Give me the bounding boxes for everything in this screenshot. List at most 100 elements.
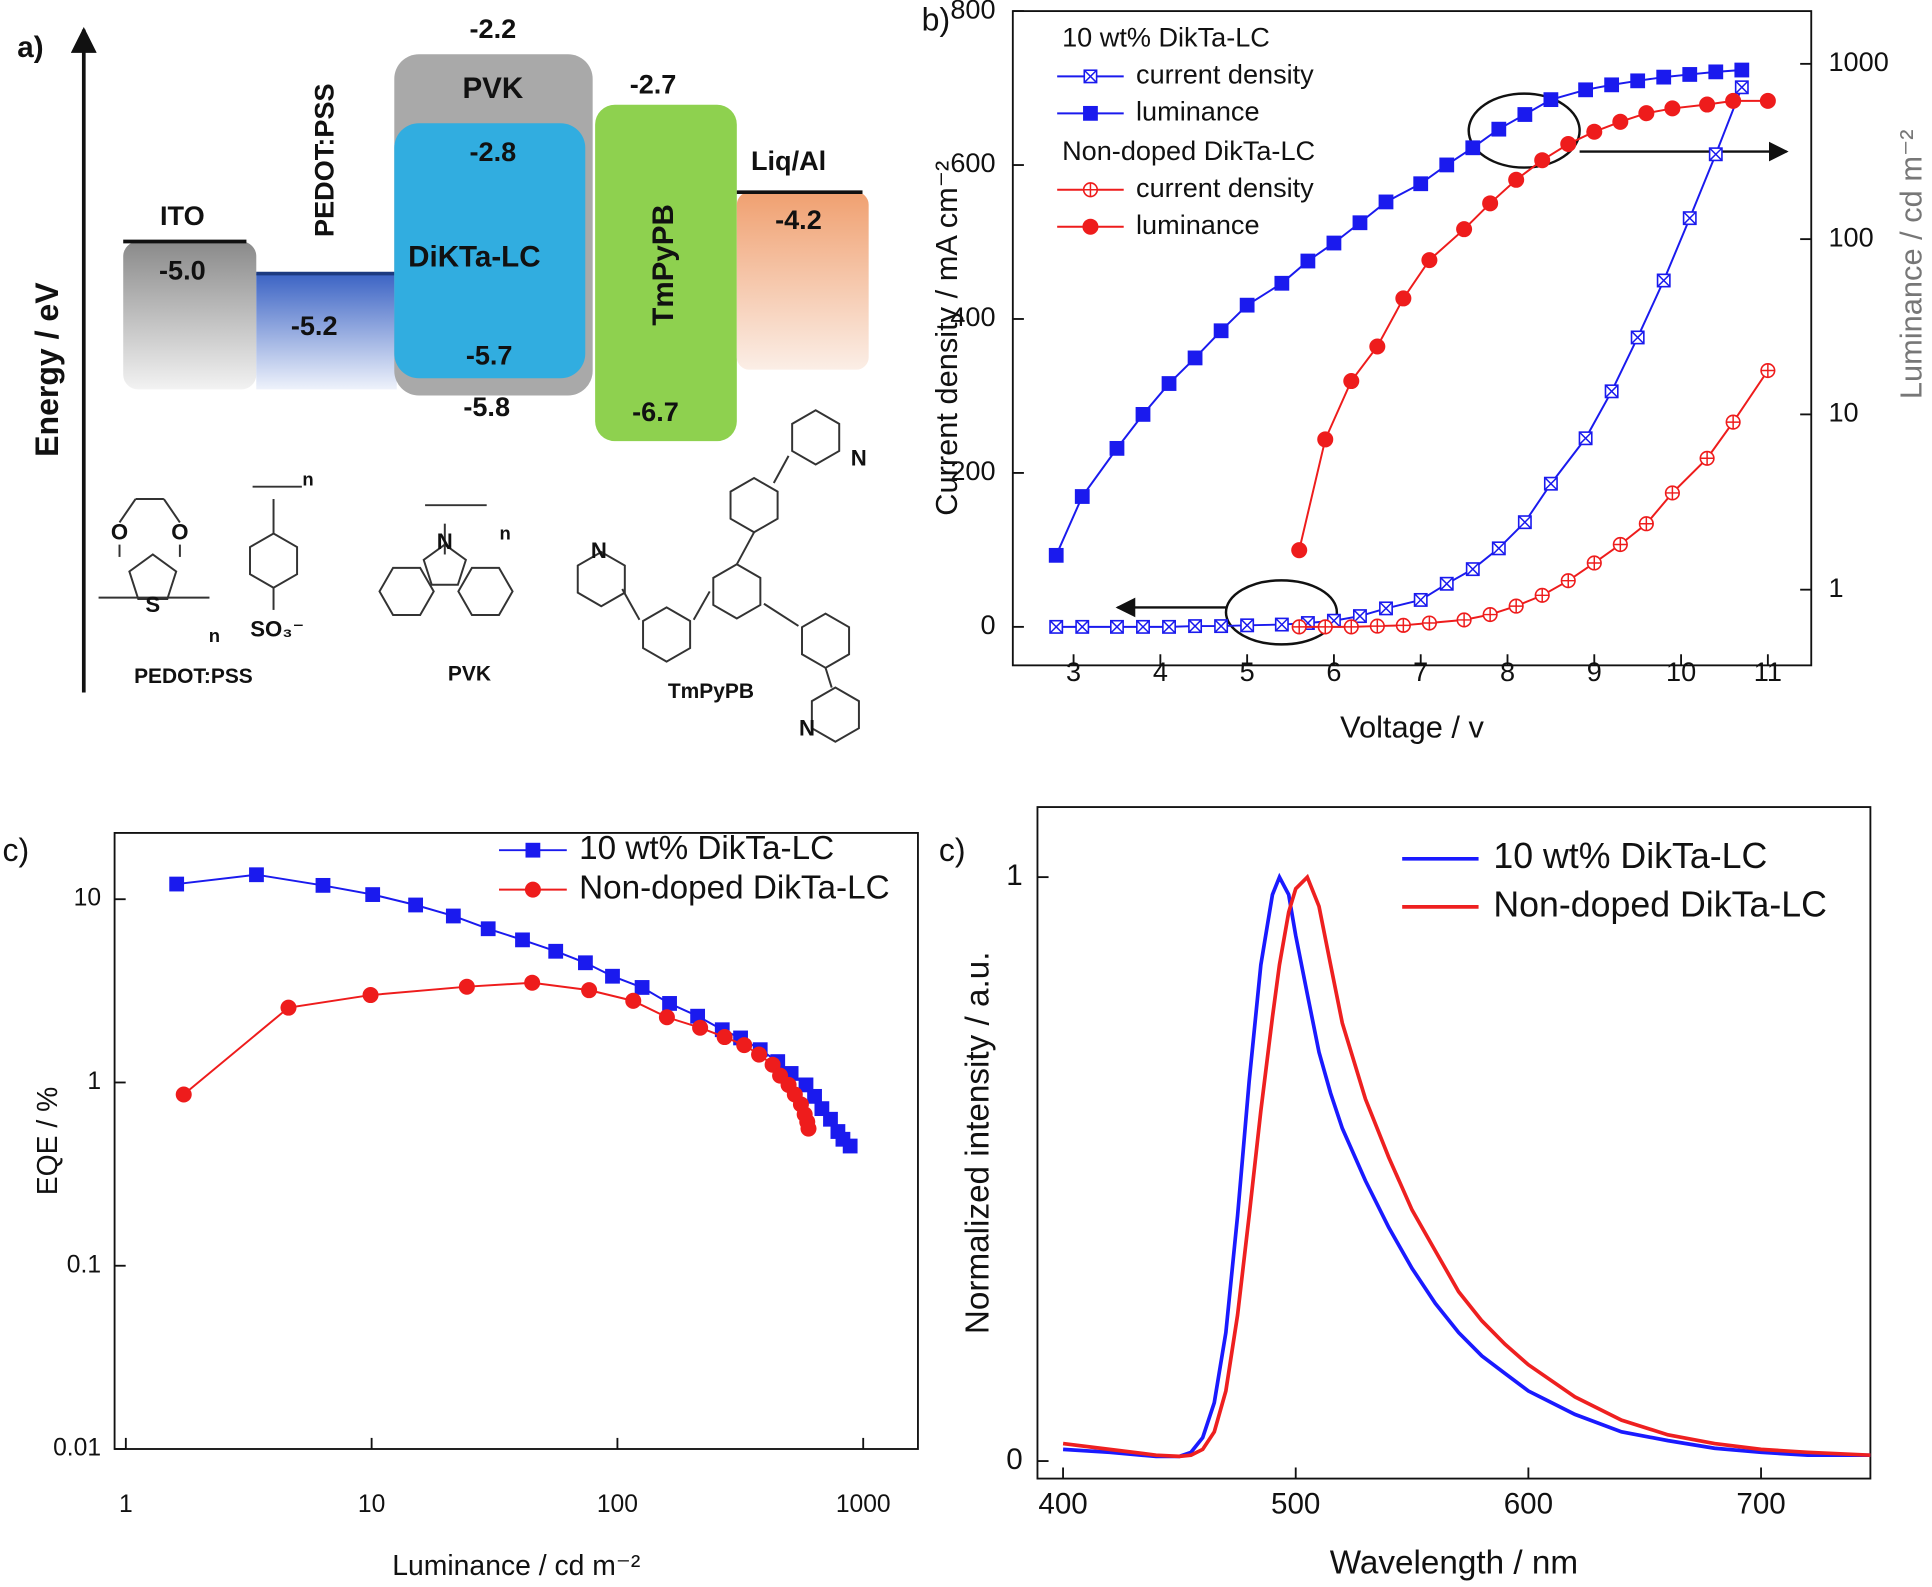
marker-part [1110,620,1124,634]
marker [1075,619,1090,634]
marker [458,978,475,995]
marker-part [1396,618,1411,633]
marker [1369,618,1385,634]
y2-axis-title: Luminance / cd m⁻² [1894,130,1929,400]
marker-part [1492,541,1506,556]
legend-marker [1082,218,1099,235]
panel-label: b) [922,2,950,38]
marker [578,955,593,971]
marker [1048,547,1064,563]
x-tick-label: 10 [358,1491,385,1518]
x-tick-label: 1000 [836,1491,891,1518]
marker [1413,176,1429,192]
y2-tick-label: 1 [1829,572,1844,603]
x-axis-title: Voltage / v [1340,710,1484,745]
atom-label: n [209,625,220,646]
bond [735,531,755,565]
ellipse [1224,579,1339,646]
marker [1421,615,1437,631]
bond [824,667,833,688]
marker-part [1544,477,1558,491]
marker [1682,211,1697,226]
y2-tick-label: 100 [1829,221,1874,252]
annotations [1115,92,1789,646]
plot-frame [1011,10,1813,667]
marker [1187,350,1203,366]
marker-part [1422,616,1437,630]
panel-label: a) [17,31,43,64]
marker [1699,96,1716,113]
marker [524,974,541,991]
marker [1725,414,1741,430]
atom-label: O [171,519,188,544]
legend-marker [1082,182,1099,198]
marker [1161,376,1177,391]
structure-name: PEDOT:PSS [134,665,253,688]
marker [315,877,331,893]
marker [1543,92,1559,108]
bond [163,498,181,523]
energy-diagram: a) Energy / eV ITO -5.0 PEDOT:PSS -5.2 P… [17,13,869,743]
x-tick-label: 11 [1754,656,1782,687]
marker [1413,592,1428,607]
bond [772,455,790,484]
liqal-box [736,192,869,370]
y2-tick-label: 1000 [1829,46,1889,77]
marker [1213,323,1229,339]
marker [362,987,379,1004]
marker [1638,105,1655,122]
diktalc-box [394,123,586,379]
marker [1638,516,1654,532]
ring [810,686,860,743]
marker [365,887,381,902]
marker [1136,619,1150,634]
legend-label: current density [1136,172,1314,203]
x-tick-label: 4 [1153,656,1168,687]
ito-box [123,241,257,390]
marker [658,1009,675,1026]
legend-marker [525,842,541,858]
y-tick-label: 10 [74,885,101,912]
marker-part [1049,620,1063,634]
y-tick-label: 400 [950,301,995,332]
marker [716,1029,733,1046]
atom-label: SO₃⁻ [250,617,304,642]
marker [1465,562,1480,577]
marker [625,992,642,1009]
marker [1560,573,1576,589]
layer-name: PVK [462,72,523,105]
marker [548,943,564,959]
marker-part [1457,613,1471,627]
marker [1630,330,1645,345]
marker [823,1111,838,1127]
marker [1240,618,1255,633]
marker [798,1077,814,1093]
x-tick-label: 500 [1271,1487,1320,1520]
marker-part [1414,593,1428,607]
marker [842,1138,858,1154]
x-tick-label: 5 [1240,656,1255,687]
x-tick-label: 400 [1038,1487,1087,1520]
x-tick-label: 10 [1666,656,1696,687]
x-tick-label: 8 [1500,656,1515,687]
marker [1162,619,1176,634]
marker-part [1083,182,1098,197]
ring [642,606,692,663]
bond [692,590,711,621]
marker [605,968,620,984]
marker-part [1188,619,1202,633]
marker [1725,92,1742,109]
legend-group: Non-doped DikTa-LC [1062,135,1315,166]
series-line [183,981,810,1129]
marker [1664,100,1681,117]
legend-label: luminance [1136,96,1259,127]
atom-label: N [591,538,607,563]
marker [1465,140,1481,156]
marker-part [1709,147,1723,161]
marker-part [1318,620,1333,634]
marker [1456,612,1472,628]
atom-label: n [500,523,511,544]
marker [1517,515,1532,530]
axis-title: Energy / eV [29,282,65,457]
